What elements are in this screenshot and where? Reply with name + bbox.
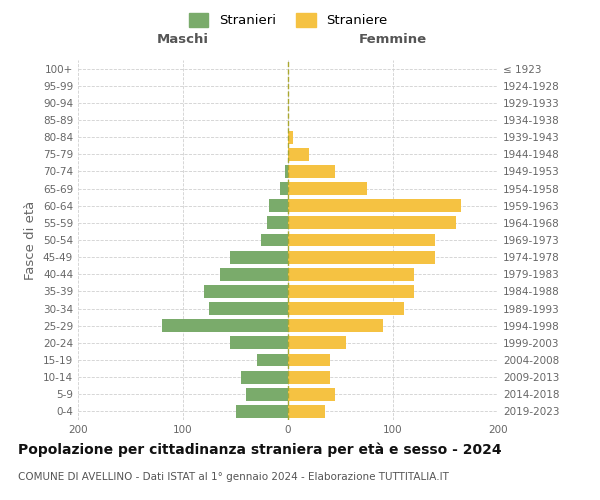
Bar — [288, 370, 330, 384]
Bar — [288, 302, 404, 315]
Text: Femmine: Femmine — [359, 32, 427, 46]
Bar — [230, 250, 288, 264]
Bar — [220, 268, 288, 280]
Bar — [288, 182, 367, 195]
Bar — [241, 370, 288, 384]
Bar — [230, 336, 288, 349]
Bar — [267, 216, 288, 230]
Bar — [260, 234, 288, 246]
Bar — [288, 336, 346, 349]
Bar — [288, 250, 435, 264]
Bar — [288, 216, 456, 230]
Bar — [288, 234, 435, 246]
Bar — [209, 302, 288, 315]
Bar — [288, 354, 330, 366]
Text: COMUNE DI AVELLINO - Dati ISTAT al 1° gennaio 2024 - Elaborazione TUTTITALIA.IT: COMUNE DI AVELLINO - Dati ISTAT al 1° ge… — [18, 472, 449, 482]
Bar — [269, 200, 288, 212]
Bar — [288, 320, 383, 332]
Bar — [204, 285, 288, 298]
Bar — [285, 165, 288, 178]
Bar — [288, 285, 414, 298]
Bar — [288, 268, 414, 280]
Bar — [280, 182, 288, 195]
Bar — [257, 354, 288, 366]
Bar — [235, 405, 288, 418]
Bar — [162, 320, 288, 332]
Bar — [288, 405, 325, 418]
Y-axis label: Fasce di età: Fasce di età — [25, 200, 37, 280]
Bar — [288, 148, 309, 160]
Bar — [288, 388, 335, 400]
Bar — [288, 130, 293, 143]
Legend: Stranieri, Straniere: Stranieri, Straniere — [185, 9, 391, 31]
Text: Maschi: Maschi — [157, 32, 209, 46]
Bar — [288, 165, 335, 178]
Bar — [246, 388, 288, 400]
Text: Popolazione per cittadinanza straniera per età e sesso - 2024: Popolazione per cittadinanza straniera p… — [18, 442, 502, 457]
Bar — [288, 200, 461, 212]
